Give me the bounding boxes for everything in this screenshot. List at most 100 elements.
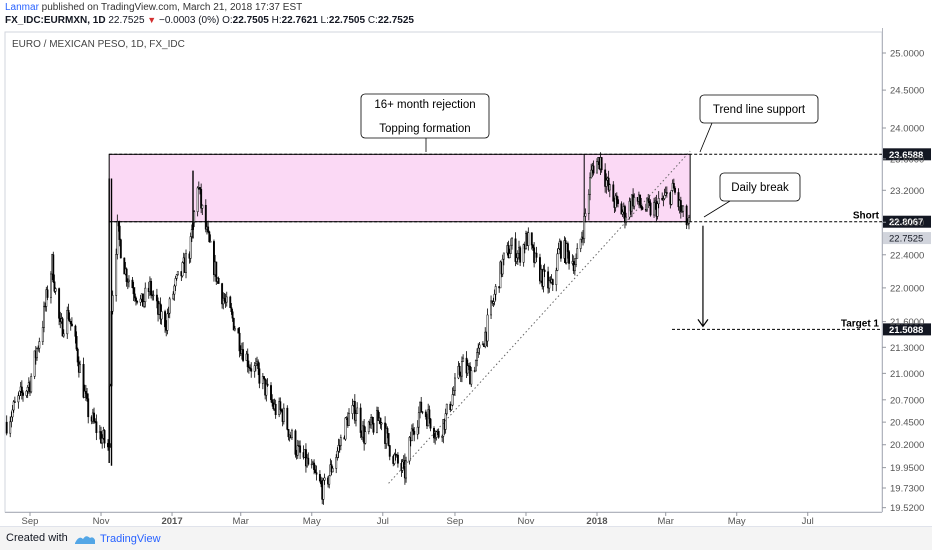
candle: [337, 438, 340, 459]
chart-title: EURO / MEXICAN PESO, 1D, FX_IDC: [12, 39, 185, 50]
close-value: 22.7525: [377, 15, 414, 26]
daily-break-callout[interactable]: Daily break: [703, 172, 801, 218]
candle: [575, 253, 577, 268]
candle: [499, 260, 502, 289]
candle: [608, 183, 611, 198]
tradingview-brand[interactable]: TradingView: [74, 530, 161, 548]
level-price-badge: [883, 323, 931, 336]
y-tick-label: 19.5200: [890, 503, 924, 514]
candle: [160, 304, 163, 325]
ohlc-line: FX_IDC:EURMXN, 1D 22.7525 ▼ −0.0003 (0%)…: [5, 14, 414, 27]
candle: [421, 411, 424, 415]
candle: [565, 242, 568, 265]
y-tick-label: 21.3000: [890, 343, 924, 354]
y-tick-label: 24.5000: [890, 86, 924, 97]
low-label: L:: [320, 15, 329, 26]
candle: [209, 234, 212, 243]
author-link[interactable]: Lanmar: [5, 2, 39, 13]
candle: [589, 172, 591, 201]
callout-text: Daily break: [731, 182, 789, 194]
candle: [663, 188, 666, 201]
x-tick-label: Sep: [447, 516, 464, 526]
trendline-callout[interactable]: Trend line support: [699, 94, 819, 153]
candle: [286, 405, 289, 431]
candle: [428, 405, 431, 424]
candle: [294, 429, 297, 458]
candle: [155, 288, 158, 309]
candle: [408, 436, 411, 465]
candle: [534, 252, 537, 264]
candle: [132, 281, 135, 302]
candle: [450, 404, 453, 411]
candle: [246, 348, 249, 373]
candlestick-series: [5, 152, 690, 505]
candle: [322, 478, 325, 505]
candle: [208, 230, 211, 243]
candle: [150, 278, 153, 299]
candle: [30, 373, 33, 394]
candle: [133, 287, 136, 302]
candle: [477, 343, 480, 358]
candle: [420, 396, 423, 413]
symbol-label: FX_IDC:EURMXN, 1D: [5, 15, 106, 26]
candle: [557, 242, 560, 255]
candle: [17, 392, 20, 409]
candle: [607, 170, 610, 192]
candle: [67, 303, 70, 321]
candle: [476, 348, 479, 367]
candle: [474, 359, 477, 372]
candle: [662, 195, 665, 207]
candle: [299, 440, 302, 459]
candle: [494, 283, 497, 301]
publish-line: Lanmar published on TradingView.com, Mar…: [5, 1, 302, 14]
y-tick-label: 20.4500: [890, 418, 924, 429]
candle: [225, 291, 228, 307]
candle: [493, 289, 496, 306]
candle: [559, 239, 562, 262]
candle: [573, 257, 576, 276]
candle: [270, 382, 272, 403]
candle: [639, 194, 642, 209]
candle: [353, 394, 356, 424]
candle: [167, 306, 170, 318]
candle: [12, 399, 15, 413]
candle: [54, 287, 57, 295]
rejection-callout[interactable]: 16+ month rejection Topping formation: [360, 93, 490, 152]
candle: [199, 187, 201, 195]
time-axis[interactable]: Sep Nov 2017 Mar May Jul Sep Nov 2018 Mar May Jul: [5, 512, 882, 526]
candle: [123, 257, 126, 275]
candle: [429, 418, 432, 432]
candle: [584, 208, 587, 223]
x-tick-label: 2017: [161, 516, 182, 526]
candle: [79, 360, 82, 373]
candle: [454, 373, 456, 396]
candle: [677, 188, 680, 211]
candle: [95, 414, 98, 441]
candle: [175, 273, 178, 281]
candle: [233, 325, 236, 332]
price-axis[interactable]: 22.8067 23.6588 21.5088 22.7525 25.0000 24.50…: [882, 28, 931, 514]
candle: [291, 428, 293, 441]
candle: [501, 254, 504, 278]
candle: [445, 403, 448, 416]
candle: [242, 342, 245, 363]
y-tick-label: 19.9500: [890, 463, 924, 474]
price-chart[interactable]: Short Target 1 16+ month rejection Topping …: [0, 28, 932, 526]
y-tick-label: 22.8000: [890, 218, 924, 229]
candle: [313, 459, 316, 475]
high-value: 22.7621: [281, 15, 318, 26]
candle: [604, 163, 607, 193]
candle: [686, 218, 689, 226]
candle: [86, 388, 88, 402]
candle: [134, 296, 137, 306]
candle: [101, 434, 104, 449]
candle: [61, 316, 64, 337]
last-price-text: 22.7525: [889, 234, 923, 245]
candle: [600, 157, 603, 173]
candle: [166, 308, 169, 335]
candle: [547, 266, 550, 294]
topping-zone-rect: [108, 153, 691, 223]
candle: [238, 327, 241, 358]
candle: [376, 406, 378, 434]
close-label: C:: [367, 15, 378, 26]
